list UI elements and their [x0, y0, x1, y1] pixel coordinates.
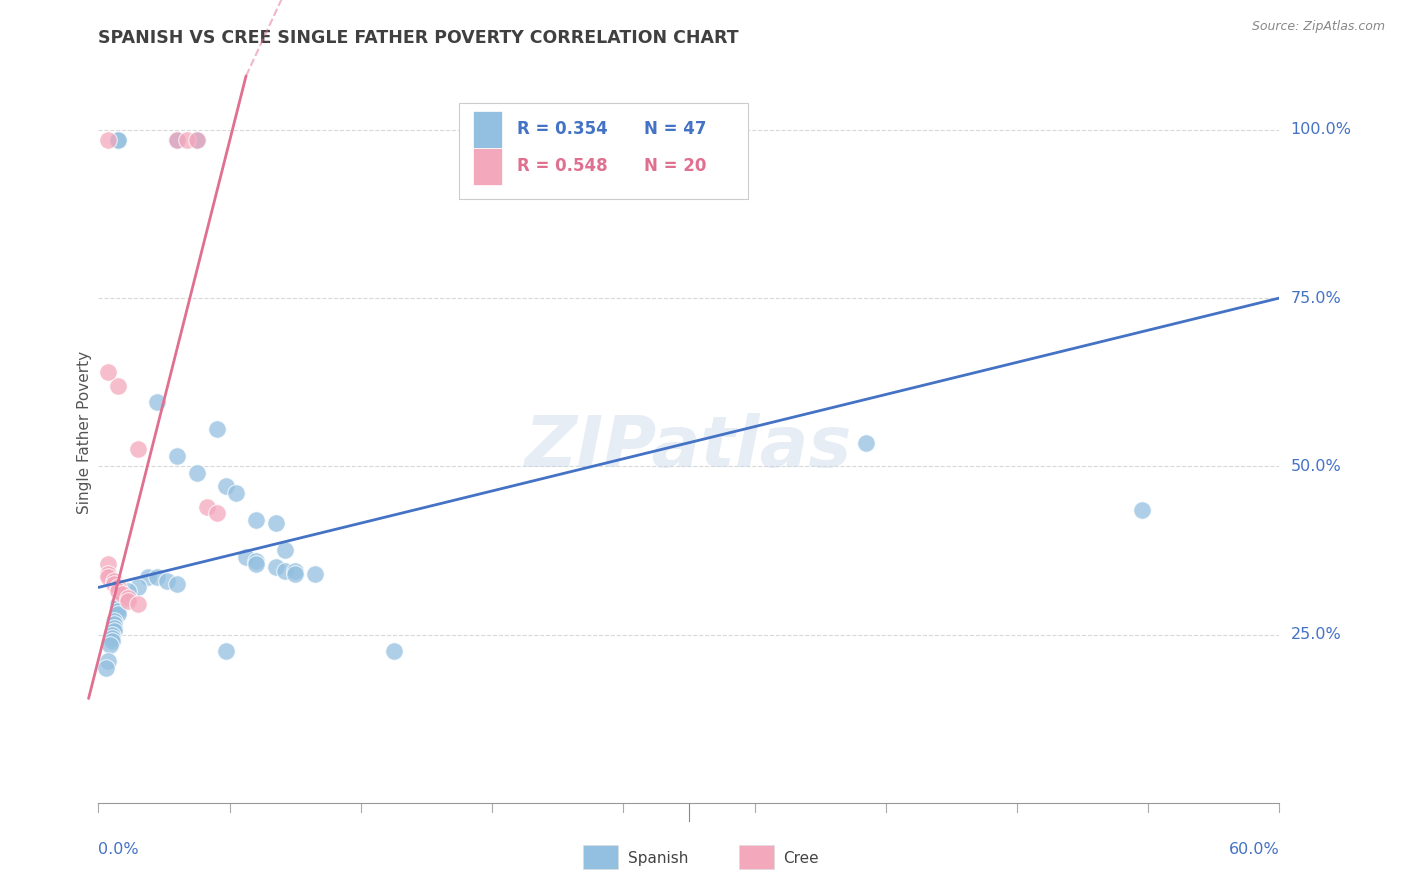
Point — [103, 621, 125, 635]
Point — [205, 507, 228, 521]
FancyBboxPatch shape — [458, 103, 748, 200]
Point — [235, 550, 257, 565]
Point — [127, 597, 149, 611]
Point — [186, 466, 208, 480]
Point — [97, 566, 120, 581]
Point — [274, 543, 297, 558]
Point — [103, 617, 125, 632]
Point — [146, 395, 169, 409]
Point — [245, 513, 267, 527]
Point — [156, 574, 179, 588]
Point — [264, 560, 287, 574]
Point — [186, 133, 208, 147]
Text: 25.0%: 25.0% — [1291, 627, 1341, 642]
Point — [107, 604, 129, 618]
Point — [205, 422, 228, 436]
Point — [101, 627, 124, 641]
Y-axis label: Single Father Poverty: Single Father Poverty — [77, 351, 91, 514]
Point — [103, 574, 125, 588]
Point — [111, 587, 134, 601]
Point — [136, 570, 159, 584]
Point — [274, 564, 297, 578]
Point — [382, 644, 405, 658]
Point — [96, 661, 118, 675]
Point — [855, 435, 877, 450]
Point — [117, 583, 139, 598]
Point — [146, 570, 169, 584]
FancyBboxPatch shape — [738, 845, 773, 870]
Point — [284, 566, 307, 581]
FancyBboxPatch shape — [472, 111, 502, 147]
Point — [264, 516, 287, 531]
Point — [107, 607, 129, 622]
Point — [107, 583, 129, 598]
Text: 100.0%: 100.0% — [1291, 122, 1351, 137]
Text: ZIPatlas: ZIPatlas — [526, 413, 852, 482]
Point — [186, 133, 208, 147]
Point — [117, 591, 139, 605]
Point — [195, 500, 218, 514]
Point — [98, 638, 121, 652]
Point — [215, 479, 238, 493]
Point — [103, 614, 125, 628]
Point — [107, 378, 129, 392]
Point — [97, 133, 120, 147]
Point — [107, 600, 129, 615]
Point — [117, 594, 139, 608]
Text: 75.0%: 75.0% — [1291, 291, 1341, 305]
Text: Source: ZipAtlas.com: Source: ZipAtlas.com — [1251, 20, 1385, 33]
Point — [166, 577, 188, 591]
Text: N = 47: N = 47 — [644, 120, 707, 138]
Text: 60.0%: 60.0% — [1229, 842, 1279, 856]
Point — [176, 133, 198, 147]
Point — [225, 486, 247, 500]
Text: 50.0%: 50.0% — [1291, 458, 1341, 474]
Point — [111, 594, 134, 608]
Point — [166, 133, 188, 147]
Point — [97, 655, 120, 669]
Point — [186, 133, 208, 147]
Point — [1130, 503, 1153, 517]
Point — [127, 581, 149, 595]
Text: Cree: Cree — [783, 851, 820, 866]
FancyBboxPatch shape — [582, 845, 619, 870]
Point — [103, 624, 125, 639]
Text: 0.0%: 0.0% — [98, 842, 139, 856]
Point — [97, 365, 120, 379]
Point — [107, 133, 129, 147]
Point — [215, 644, 238, 658]
Text: SPANISH VS CREE SINGLE FATHER POVERTY CORRELATION CHART: SPANISH VS CREE SINGLE FATHER POVERTY CO… — [98, 29, 740, 47]
Point — [127, 442, 149, 457]
Point — [284, 564, 307, 578]
Point — [166, 133, 188, 147]
FancyBboxPatch shape — [472, 147, 502, 185]
Point — [97, 557, 120, 571]
Point — [166, 449, 188, 463]
Point — [97, 570, 120, 584]
Point — [245, 557, 267, 571]
Point — [107, 133, 129, 147]
Point — [304, 566, 326, 581]
Text: Spanish: Spanish — [627, 851, 688, 866]
Point — [107, 581, 129, 595]
Point — [101, 634, 124, 648]
Text: R = 0.354: R = 0.354 — [516, 120, 607, 138]
Point — [103, 577, 125, 591]
Text: R = 0.548: R = 0.548 — [516, 157, 607, 175]
Point — [101, 631, 124, 645]
Point — [107, 597, 129, 611]
Text: N = 20: N = 20 — [644, 157, 706, 175]
Point — [166, 133, 188, 147]
Point — [245, 553, 267, 567]
